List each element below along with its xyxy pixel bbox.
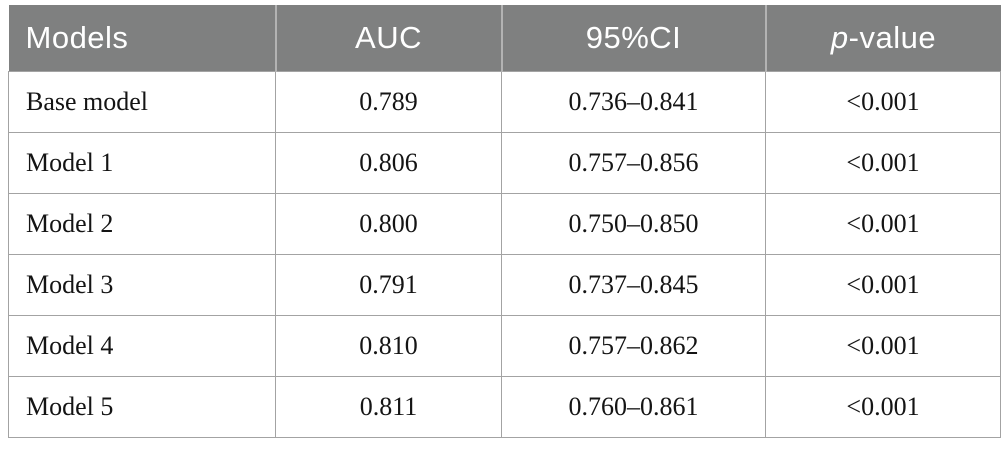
p-value: <0.001	[765, 71, 1001, 133]
ci-value: 0.757–0.856	[501, 132, 766, 194]
ci-value: 0.736–0.841	[501, 71, 766, 133]
p-value: <0.001	[765, 132, 1001, 194]
ci-value: 0.750–0.850	[501, 193, 766, 255]
p-value-italic-p: p	[830, 20, 849, 55]
model-name: Base model	[8, 71, 276, 133]
model-name: Model 4	[8, 315, 276, 377]
auc-value: 0.789	[275, 71, 502, 133]
ci-value: 0.737–0.845	[501, 254, 766, 316]
p-value: <0.001	[765, 376, 1001, 438]
p-value-rest: -value	[848, 20, 937, 55]
auc-value: 0.810	[275, 315, 502, 377]
p-value: <0.001	[765, 315, 1001, 377]
table-row-model-5: Model 5 0.811 0.760–0.861 <0.001	[8, 376, 1001, 438]
header-auc: AUC	[274, 5, 502, 72]
table-row-model-4: Model 4 0.810 0.757–0.862 <0.001	[8, 315, 1001, 377]
ci-value: 0.757–0.862	[501, 315, 766, 377]
header-row: Models AUC 95%CI p-value	[8, 5, 1001, 72]
model-name: Model 2	[8, 193, 276, 255]
model-name: Model 5	[8, 376, 276, 438]
results-table: Models AUC 95%CI p-value Base model 0.78…	[8, 5, 1001, 438]
table-row-base-model: Base model 0.789 0.736–0.841 <0.001	[8, 71, 1001, 133]
auc-value: 0.791	[275, 254, 502, 316]
p-value: <0.001	[765, 254, 1001, 316]
p-value: <0.001	[765, 193, 1001, 255]
table-row-model-2: Model 2 0.800 0.750–0.850 <0.001	[8, 193, 1001, 255]
header-ci: 95%CI	[500, 5, 766, 72]
auc-value: 0.811	[275, 376, 502, 438]
ci-value: 0.760–0.861	[501, 376, 766, 438]
model-name: Model 3	[8, 254, 276, 316]
auc-value: 0.806	[275, 132, 502, 194]
table-row-model-3: Model 3 0.791 0.737–0.845 <0.001	[8, 254, 1001, 316]
header-pvalue: p-value	[764, 5, 1001, 72]
auc-value: 0.800	[275, 193, 502, 255]
model-name: Model 1	[8, 132, 276, 194]
table-row-model-1: Model 1 0.806 0.757–0.856 <0.001	[8, 132, 1001, 194]
header-models: Models	[8, 5, 276, 72]
